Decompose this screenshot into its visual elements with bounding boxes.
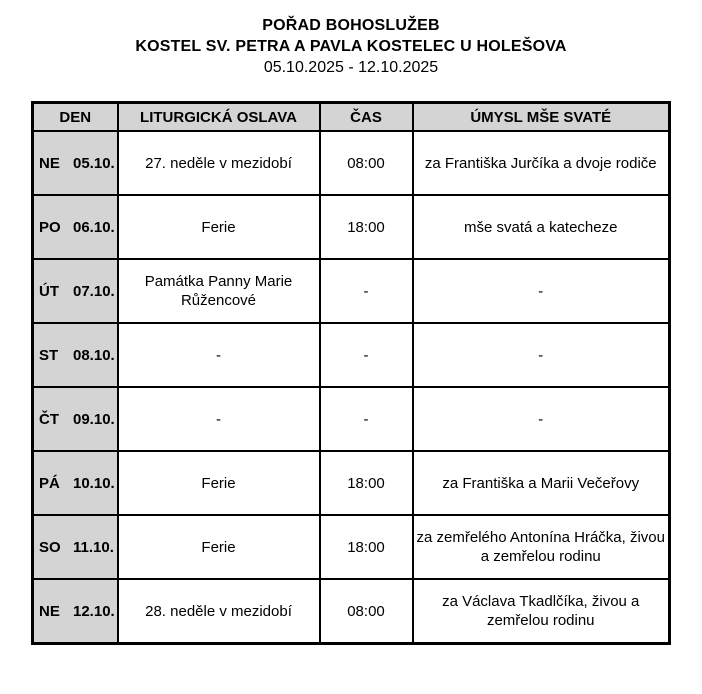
oslava-cell: Ferie — [116, 194, 321, 260]
day-abbr: NE — [39, 602, 60, 620]
umysl-cell: za Františka a Marii Večeřovy — [411, 450, 671, 516]
document-header: POŘAD BOHOSLUŽEB KOSTEL SV. PETRA A PAVL… — [0, 0, 702, 78]
day-date: 09.10. — [73, 410, 115, 428]
day-date: 06.10. — [73, 218, 115, 236]
day-abbr: ÚT — [39, 282, 59, 300]
cas-cell: - — [318, 322, 414, 388]
umysl-cell: za Františka Jurčíka a dvoje rodiče — [411, 130, 671, 196]
umysl-cell: mše svatá a katecheze — [411, 194, 671, 260]
date-range: 05.10.2025 - 12.10.2025 — [263, 59, 439, 76]
schedule-table: DEN LITURGICKÁ OSLAVA ČAS ÚMYSL MŠE SVAT… — [31, 101, 671, 645]
umysl-cell: za Václava Tkadlčíka, živou a zemřelou r… — [411, 578, 671, 645]
cas-cell: 18:00 — [318, 450, 414, 516]
day-cell: ST 08.10. — [31, 322, 119, 388]
day-date: 08.10. — [73, 346, 115, 364]
cas-cell: 18:00 — [318, 194, 414, 260]
page-subtitle: KOSTEL SV. PETRA A PAVLA KOSTELEC U HOLE… — [135, 38, 567, 55]
table-row: ÚT 07.10. Památka Panny Marie Růžencové -… — [31, 258, 671, 324]
day-cell: SO 11.10. — [31, 514, 119, 580]
column-header-cas: ČAS — [318, 101, 414, 132]
table-row: NE 12.10. 28. neděle v mezidobí 08:00 za … — [31, 578, 671, 645]
day-abbr: PO — [39, 218, 61, 236]
table-row: PO 06.10. Ferie 18:00 mše svatá a kateche… — [31, 194, 671, 260]
day-abbr: PÁ — [39, 474, 60, 492]
day-cell: ÚT 07.10. — [31, 258, 119, 324]
table-row: NE 05.10. 27. neděle v mezidobí 08:00 za … — [31, 130, 671, 196]
day-abbr: ČT — [39, 410, 59, 428]
oslava-cell: - — [116, 322, 321, 388]
page-title: POŘAD BOHOSLUŽEB — [262, 17, 440, 34]
day-date: 05.10. — [73, 154, 115, 172]
cas-cell: 08:00 — [318, 578, 414, 645]
oslava-cell: 27. neděle v mezidobí — [116, 130, 321, 196]
column-header-oslava: LITURGICKÁ OSLAVA — [116, 101, 321, 132]
day-cell: NE 12.10. — [31, 578, 119, 645]
umysl-cell: za zemřelého Antonína Hráčka, živou a ze… — [411, 514, 671, 580]
table-row: ST 08.10. - - - — [31, 322, 671, 388]
oslava-cell: Ferie — [116, 514, 321, 580]
umysl-cell: - — [411, 322, 671, 388]
day-abbr: NE — [39, 154, 60, 172]
oslava-cell: 28. neděle v mezidobí — [116, 578, 321, 645]
umysl-cell: - — [411, 386, 671, 452]
column-header-den: DEN — [31, 101, 119, 132]
oslava-cell: - — [116, 386, 321, 452]
table-row: ČT 09.10. - - - — [31, 386, 671, 452]
day-date: 10.10. — [73, 474, 115, 492]
day-cell: NE 05.10. — [31, 130, 119, 196]
table-header-row: DEN LITURGICKÁ OSLAVA ČAS ÚMYSL MŠE SVAT… — [31, 101, 671, 132]
table-row: SO 11.10. Ferie 18:00 za zemřelého Antoní… — [31, 514, 671, 580]
cas-cell: 18:00 — [318, 514, 414, 580]
oslava-cell: Památka Panny Marie Růžencové — [116, 258, 321, 324]
day-date: 12.10. — [73, 602, 115, 620]
oslava-cell: Ferie — [116, 450, 321, 516]
table-row: PÁ 10.10. Ferie 18:00 za Františka a Mari… — [31, 450, 671, 516]
day-date: 07.10. — [73, 282, 115, 300]
day-abbr: ST — [39, 346, 59, 364]
column-header-umysl: ÚMYSL MŠE SVATÉ — [411, 101, 671, 132]
cas-cell: - — [318, 258, 414, 324]
cas-cell: 08:00 — [318, 130, 414, 196]
cas-cell: - — [318, 386, 414, 452]
day-cell: PO 06.10. — [31, 194, 119, 260]
day-abbr: SO — [39, 538, 61, 556]
umysl-cell: - — [411, 258, 671, 324]
day-cell: PÁ 10.10. — [31, 450, 119, 516]
day-cell: ČT 09.10. — [31, 386, 119, 452]
day-date: 11.10. — [73, 538, 114, 556]
